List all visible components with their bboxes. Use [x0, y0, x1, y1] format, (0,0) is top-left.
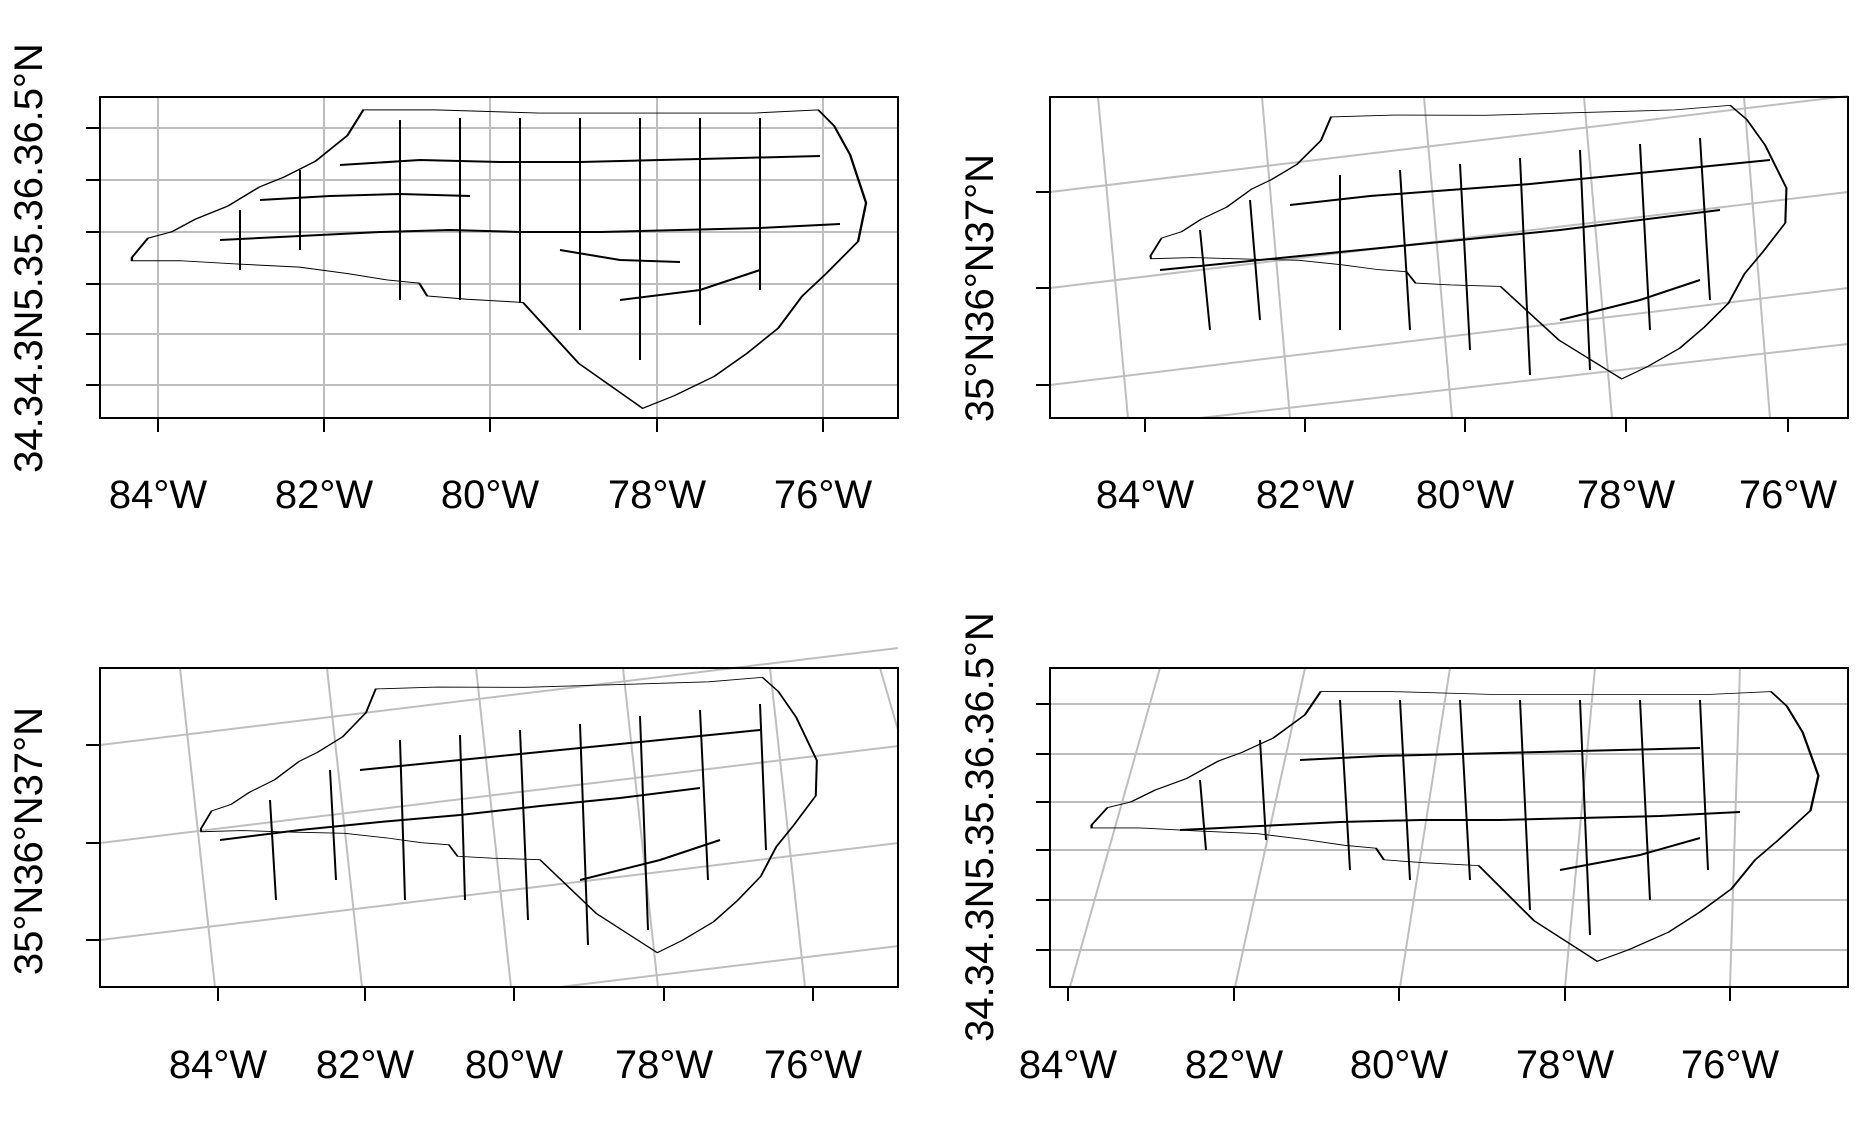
y-axis	[1036, 703, 1050, 951]
county-boundaries	[1159, 137, 1771, 376]
y-axis	[86, 744, 100, 941]
x-axis	[1067, 987, 1731, 1001]
x-tick-labels: 84°W 82°W 80°W 78°W 76°W	[109, 473, 872, 517]
graticule	[1049, 95, 1849, 419]
state-outline	[1128, 104, 1818, 392]
panel-frame	[1049, 96, 1849, 419]
x-tick-labels: 84°W 82°W 80°W 78°W 76°W	[1019, 1043, 1779, 1087]
x-tick-label: 78°W	[1577, 473, 1675, 517]
map-panel-4: 84°W 82°W 80°W 78°W 76°W 34.34.3N5.35.36…	[958, 612, 1848, 1087]
graticule	[99, 647, 899, 988]
x-axis	[157, 418, 824, 432]
x-tick-label: 80°W	[1416, 473, 1514, 517]
x-axis	[217, 987, 814, 1001]
state-outline	[1092, 692, 1819, 962]
x-tick-label: 80°W	[465, 1043, 563, 1087]
county-boundaries	[1179, 699, 1741, 936]
x-tick-labels: 84°W 82°W 80°W 78°W 76°W	[1096, 473, 1837, 517]
x-tick-label: 82°W	[316, 1043, 414, 1087]
map-panel-1: 84°W 82°W 80°W 78°W 76°W 34.34.3N5.35.36…	[7, 43, 898, 517]
x-tick-label: 84°W	[109, 473, 207, 517]
x-tick-label: 76°W	[1739, 473, 1837, 517]
y-tick-labels: 35°N36°N37°N	[958, 154, 1002, 422]
y-axis	[1036, 191, 1050, 386]
x-tick-label: 76°W	[774, 473, 872, 517]
panel-frame	[1049, 667, 1849, 988]
x-tick-label: 78°W	[615, 1043, 713, 1087]
x-tick-labels: 84°W 82°W 80°W 78°W 76°W	[169, 1043, 862, 1087]
x-tick-label: 76°W	[1681, 1043, 1779, 1087]
x-tick-label: 84°W	[1096, 473, 1194, 517]
county-boundaries	[219, 118, 841, 360]
x-tick-label: 82°W	[275, 473, 373, 517]
x-tick-label: 78°W	[608, 473, 706, 517]
x-tick-label: 76°W	[764, 1043, 862, 1087]
x-tick-label: 80°W	[441, 473, 539, 517]
x-tick-label: 84°W	[169, 1043, 267, 1087]
y-tick-labels: 34.34.3N5.35.36.36.5°N	[7, 43, 51, 473]
county-boundaries	[219, 703, 767, 946]
x-tick-label: 82°W	[1256, 473, 1354, 517]
graticule	[1050, 667, 1848, 988]
state-outline	[132, 110, 866, 409]
x-tick-label: 82°W	[1185, 1043, 1283, 1087]
panel-frame	[99, 96, 899, 419]
map-panel-3: 84°W 82°W 80°W 78°W 76°W 35°N36°N37°N	[7, 648, 898, 1087]
y-tick-labels: 34.34.3N5.35.36.36.5°N	[958, 612, 1002, 1042]
x-axis	[1144, 418, 1789, 432]
y-axis	[86, 127, 100, 386]
map-panel-2: 84°W 82°W 80°W 78°W 76°W 35°N36°N37°N	[958, 96, 1848, 517]
x-tick-label: 78°W	[1516, 1043, 1614, 1087]
graticule	[100, 97, 898, 418]
x-tick-label: 84°W	[1019, 1043, 1117, 1087]
x-tick-label: 80°W	[1350, 1043, 1448, 1087]
panel-frame	[99, 667, 899, 988]
y-tick-labels: 35°N36°N37°N	[7, 707, 51, 975]
